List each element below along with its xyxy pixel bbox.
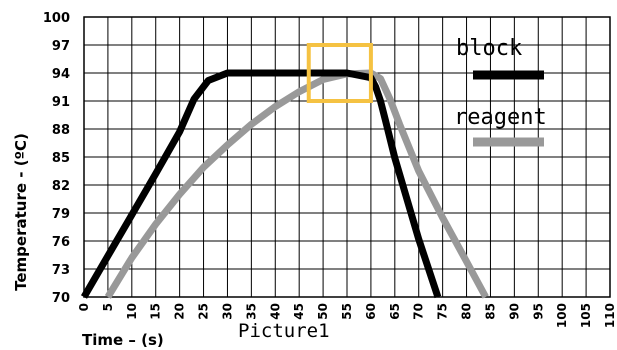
x-tick-label: 75 bbox=[436, 303, 450, 320]
y-tick-label: 88 bbox=[52, 123, 70, 138]
x-tick-label: 105 bbox=[579, 303, 593, 328]
x-tick-label: 15 bbox=[149, 303, 163, 320]
x-tick-label: 40 bbox=[268, 303, 282, 320]
legend-label-reagent: reagent bbox=[454, 105, 547, 130]
x-tick-label: 55 bbox=[340, 303, 354, 320]
x-tick-label: 65 bbox=[388, 303, 402, 320]
highlight-box bbox=[306, 43, 373, 103]
x-axis-title: Time – (s) bbox=[82, 331, 164, 349]
y-tick-label: 79 bbox=[52, 207, 70, 222]
x-tick-label: 70 bbox=[412, 303, 426, 320]
x-tick-label: 90 bbox=[507, 303, 521, 320]
x-tick-label: 0 bbox=[77, 303, 91, 311]
y-axis-ticks: 70 73 76 79 82 85 88 91 94 97 100 bbox=[43, 11, 70, 306]
x-tick-label: 10 bbox=[125, 303, 139, 320]
x-tick-label: 95 bbox=[531, 303, 545, 320]
caption: Picture1 bbox=[238, 320, 330, 342]
y-axis-title: Temperature - (ºC) bbox=[12, 133, 30, 291]
series-lines bbox=[80, 69, 489, 299]
series-line-block bbox=[80, 69, 442, 299]
y-tick-label: 85 bbox=[52, 151, 70, 166]
y-tick-label: 73 bbox=[52, 263, 70, 278]
x-tick-label: 110 bbox=[603, 303, 617, 328]
plot-border bbox=[83, 16, 611, 298]
y-tick-label: 94 bbox=[52, 67, 70, 82]
highlight-rectangle bbox=[306, 43, 373, 103]
x-tick-label: 20 bbox=[173, 303, 187, 320]
x-tick-label: 60 bbox=[364, 303, 378, 320]
x-tick-label: 35 bbox=[244, 303, 258, 320]
legend: block reagent bbox=[454, 36, 547, 147]
x-tick-label: 80 bbox=[460, 303, 474, 320]
legend-label-block: block bbox=[456, 36, 522, 61]
y-tick-label: 91 bbox=[52, 95, 70, 110]
y-tick-label: 100 bbox=[43, 11, 70, 26]
x-tick-label: 100 bbox=[555, 303, 569, 328]
x-axis-ticks: 0 5 10 15 20 25 30 35 40 45 50 55 60 65 70 75 80 85 90 95 10… bbox=[77, 303, 617, 328]
x-tick-label: 5 bbox=[101, 303, 115, 311]
y-tick-label: 82 bbox=[52, 179, 70, 194]
x-tick-label: 25 bbox=[197, 303, 211, 320]
x-tick-label: 50 bbox=[316, 303, 330, 320]
x-tick-label: 45 bbox=[292, 303, 306, 320]
x-tick-label: 30 bbox=[220, 303, 234, 320]
series-line-reagent bbox=[104, 69, 489, 299]
y-tick-label: 70 bbox=[52, 291, 70, 306]
x-tick-label: 85 bbox=[483, 303, 497, 320]
y-tick-label: 76 bbox=[52, 235, 70, 250]
y-tick-label: 97 bbox=[52, 39, 70, 54]
plot-frame bbox=[83, 16, 611, 298]
